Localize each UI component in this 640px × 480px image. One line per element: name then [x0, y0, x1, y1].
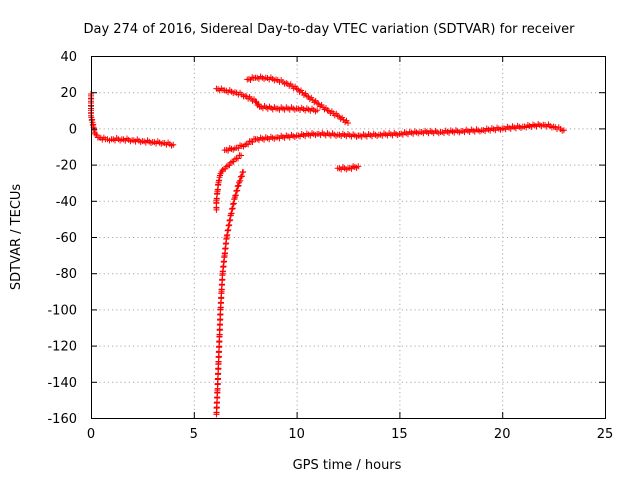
axis-ticks: 0 5 10 15 20 25 40 20 0 -20 -40 -60 -80 -100 -120 -140 -… — [47, 50, 613, 442]
y-tick-label: -120 — [47, 340, 77, 355]
series-4 — [256, 103, 321, 115]
data-point — [238, 173, 245, 180]
y-tick-label: 0 — [69, 122, 77, 137]
y-tick-label: -140 — [47, 376, 77, 391]
data-point — [303, 92, 310, 99]
y-tick-label: -160 — [47, 412, 77, 427]
series-3 — [244, 73, 351, 126]
series-1 — [88, 91, 177, 149]
data-point — [314, 100, 321, 107]
data-point — [255, 101, 262, 108]
data-point — [311, 99, 318, 106]
series-6 — [334, 163, 362, 173]
x-tick-label: 15 — [391, 427, 408, 442]
x-tick-label: 10 — [288, 427, 305, 442]
data-point — [237, 177, 244, 184]
data-point — [296, 88, 303, 95]
data-point — [223, 163, 230, 170]
data-point — [306, 96, 313, 103]
data-point — [334, 112, 341, 119]
data-point — [235, 145, 242, 152]
data-point — [219, 167, 226, 174]
x-axis-title: GPS time / hours — [293, 458, 402, 473]
chart-title: Day 274 of 2016, Sidereal Day-to-day VTE… — [84, 22, 576, 37]
data-point — [245, 141, 252, 148]
series-2 — [213, 85, 263, 110]
data-point — [227, 159, 234, 166]
y-tick-label: 40 — [60, 50, 77, 65]
y-tick-label: -60 — [56, 231, 77, 246]
data-point — [170, 141, 177, 148]
data-points — [88, 73, 567, 418]
data-point — [283, 80, 290, 87]
data-point — [355, 163, 362, 170]
data-point — [300, 91, 307, 98]
data-point — [342, 119, 349, 126]
data-point — [314, 107, 321, 114]
x-tick-label: 25 — [597, 427, 614, 442]
data-point — [92, 130, 99, 137]
data-point — [324, 107, 331, 114]
x-tick-label: 20 — [494, 427, 511, 442]
y-axis-title: SDTVAR / TECUs — [9, 184, 24, 291]
data-point — [235, 155, 242, 162]
grid — [91, 56, 605, 418]
data-point — [242, 92, 249, 99]
x-tick-label: 0 — [87, 427, 95, 442]
data-point — [560, 127, 567, 134]
data-point — [240, 168, 247, 175]
y-tick-label: -80 — [56, 267, 77, 282]
data-point — [321, 106, 328, 113]
data-point — [345, 119, 351, 126]
series-8 — [213, 152, 245, 213]
data-point — [337, 115, 344, 122]
data-point — [317, 103, 324, 110]
data-point — [238, 152, 245, 159]
series-9 — [213, 168, 247, 418]
data-point — [252, 98, 259, 105]
y-tick-label: -100 — [47, 303, 77, 318]
data-point — [249, 139, 256, 146]
y-tick-label: 20 — [60, 86, 77, 101]
x-tick-label: 5 — [190, 427, 198, 442]
series-7 — [355, 121, 567, 140]
data-point — [293, 85, 300, 92]
series-5 — [221, 129, 362, 154]
y-tick-label: -40 — [56, 195, 77, 210]
y-tick-label: -20 — [56, 159, 77, 174]
